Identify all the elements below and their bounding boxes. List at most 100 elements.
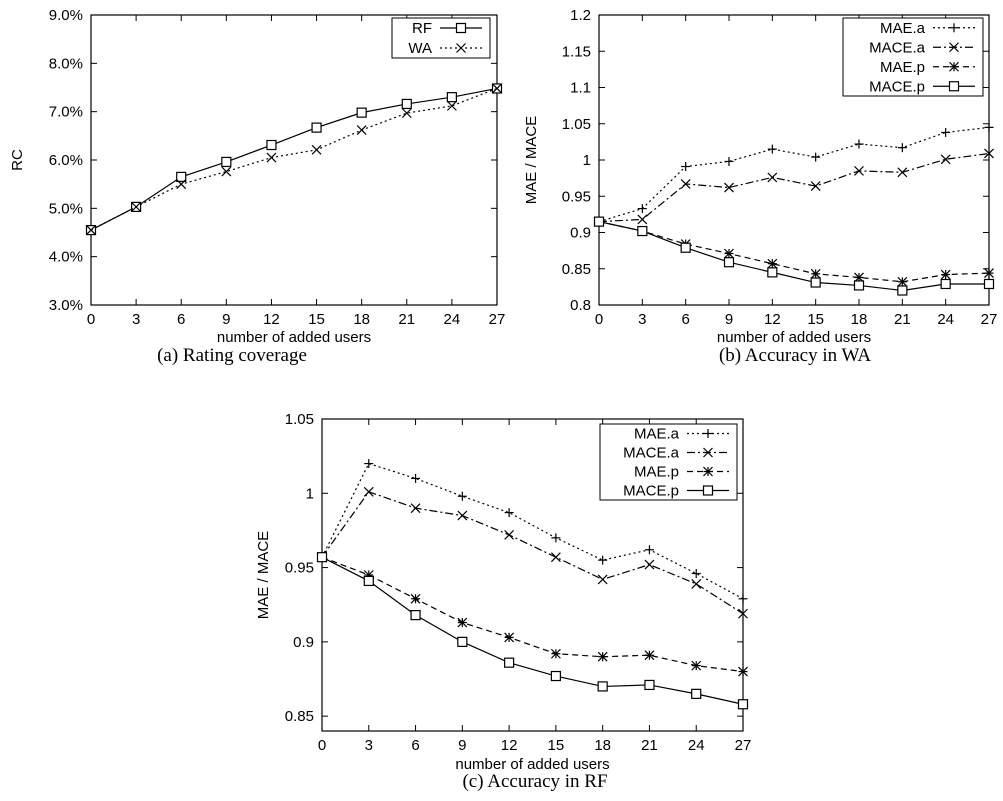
data-point-MAE.p — [457, 617, 468, 628]
x-tick-label: 15 — [308, 311, 325, 328]
legend-label: MAE.a — [880, 20, 926, 37]
data-point-MACE.p — [897, 285, 908, 296]
data-point-MAE.p — [810, 268, 821, 279]
data-point-MACE.p — [316, 552, 328, 563]
data-point-MAE.a — [637, 204, 647, 214]
data-point-MACE.a — [810, 181, 821, 192]
data-point-MACE.p — [457, 636, 468, 647]
caption: (b) Accuracy in WA — [719, 345, 871, 366]
data-point-MAE.p — [724, 248, 734, 259]
legend-marker-MAE.p — [949, 61, 959, 72]
data-point-RF — [356, 107, 367, 118]
data-point-RF — [446, 92, 457, 103]
x-tick-label: 9 — [458, 737, 466, 754]
plot-frame — [321, 418, 744, 732]
data-point-MACE.p — [550, 670, 561, 682]
data-point-MAE.a — [984, 122, 994, 132]
data-point-MACE.p — [504, 657, 515, 668]
data-point-WA — [221, 166, 232, 177]
y-tick-label: 0.8 — [570, 297, 591, 314]
x-tick-label: 27 — [981, 311, 998, 328]
data-point-MACE.p — [691, 688, 702, 699]
data-point-MAE.a — [811, 152, 821, 162]
data-point-MAE.a — [767, 144, 777, 154]
data-point-MACE.p — [983, 278, 995, 290]
data-point-MACE.a — [644, 559, 655, 570]
y-tick-label: 0.85 — [285, 708, 314, 725]
data-point-MACE.a — [738, 608, 748, 619]
data-point-WA — [492, 83, 502, 94]
legend-label: MACE.p — [623, 483, 679, 500]
x-tick-label: 0 — [595, 311, 603, 328]
legend: MAE.a MACE.a MAE.p MACE.p — [842, 17, 984, 97]
data-point-MACE.a — [637, 214, 648, 225]
data-point-MAE.p — [767, 258, 778, 269]
legend-label: MAE.a — [634, 426, 680, 443]
data-point-MACE.p — [767, 267, 778, 278]
y-tick-label: 7.0% — [49, 104, 83, 121]
series-line-MACE.p — [598, 221, 989, 292]
chart-rating-coverage: (a) Rating coverage 3.0% 4.0% 5.0% 6.0% 7.0%… — [9, 7, 505, 366]
x-tick-label: 12 — [764, 311, 781, 328]
x-tick-label: 21 — [894, 311, 911, 328]
legend: MAE.a MACE.a MAE.p MACE.p — [599, 423, 738, 501]
data-point-MACE.a — [363, 486, 374, 497]
data-point-MAE.p — [984, 268, 994, 279]
y-tick-label: 9.0% — [49, 7, 83, 24]
legend-box — [391, 17, 491, 59]
legend-marker-MACE.a — [949, 42, 959, 53]
y-tick-label: 0.85 — [562, 261, 591, 278]
legend-label: MACE.a — [869, 39, 926, 56]
data-point-MACE.p — [853, 280, 865, 291]
legend-marker-MACE.p — [948, 81, 960, 92]
x-tick-label: 12 — [501, 737, 518, 754]
x-tick-label: 3 — [132, 311, 140, 328]
legend-marker-MACE.p — [702, 485, 714, 496]
x-tick-label: 18 — [353, 311, 370, 328]
data-point-WA — [356, 125, 367, 135]
y-tick-label: 0.95 — [562, 188, 591, 205]
y-tick-label: 0.9 — [293, 634, 314, 651]
data-point-MAE.a — [504, 508, 514, 518]
caption: (a) Rating coverage — [157, 345, 307, 366]
legend-marker-MAE.a — [703, 429, 713, 438]
legend-box — [842, 17, 984, 97]
y-tick-label: 0.95 — [285, 560, 314, 577]
data-point-MACE.a — [410, 503, 421, 514]
y-axis-label: RC — [9, 149, 26, 171]
data-point-MACE.p — [680, 242, 691, 253]
data-point-MAE.a — [598, 555, 608, 565]
data-point-MAE.a — [644, 545, 654, 555]
data-point-MAE.a — [897, 143, 907, 153]
data-point-MACE.a — [854, 165, 864, 176]
data-point-RF — [401, 98, 412, 110]
y-tick-label: 0.9 — [570, 225, 591, 242]
y-tick-label: 3.0% — [49, 297, 83, 314]
data-point-MAE.p — [738, 666, 748, 677]
data-point-WA — [401, 108, 412, 119]
data-point-MAE.p — [644, 650, 655, 661]
data-point-MACE.p — [644, 679, 655, 691]
data-point-MAE.a — [854, 139, 864, 149]
caption: (c) Accuracy in RF — [462, 771, 607, 792]
series-line-RF — [90, 87, 498, 231]
x-tick-label: 3 — [638, 311, 646, 328]
chart-accuracy-wa: (b) Accuracy in WA 0.8 0.85 0.9 0.95 1 1.05 1.… — [523, 7, 997, 366]
data-point-MACE.p — [810, 277, 821, 288]
x-tick-label: 6 — [681, 311, 689, 328]
series-line-MAE.a — [598, 126, 990, 223]
series-line-MACE.p — [321, 556, 744, 705]
data-point-MACE.a — [897, 167, 908, 178]
y-tick-label: 1 — [306, 485, 314, 502]
data-point-MACE.a — [597, 574, 608, 585]
x-tick-label: 0 — [87, 311, 95, 328]
y-tick-label: 5.0% — [49, 200, 83, 217]
data-point-MACE.a — [767, 172, 778, 183]
x-tick-label: 6 — [177, 311, 185, 328]
data-point-MACE.p — [597, 681, 608, 692]
data-point-RF — [176, 171, 187, 183]
legend-label: MACE.p — [869, 78, 925, 95]
x-tick-label: 24 — [444, 311, 461, 328]
data-point-MAE.a — [364, 459, 374, 469]
